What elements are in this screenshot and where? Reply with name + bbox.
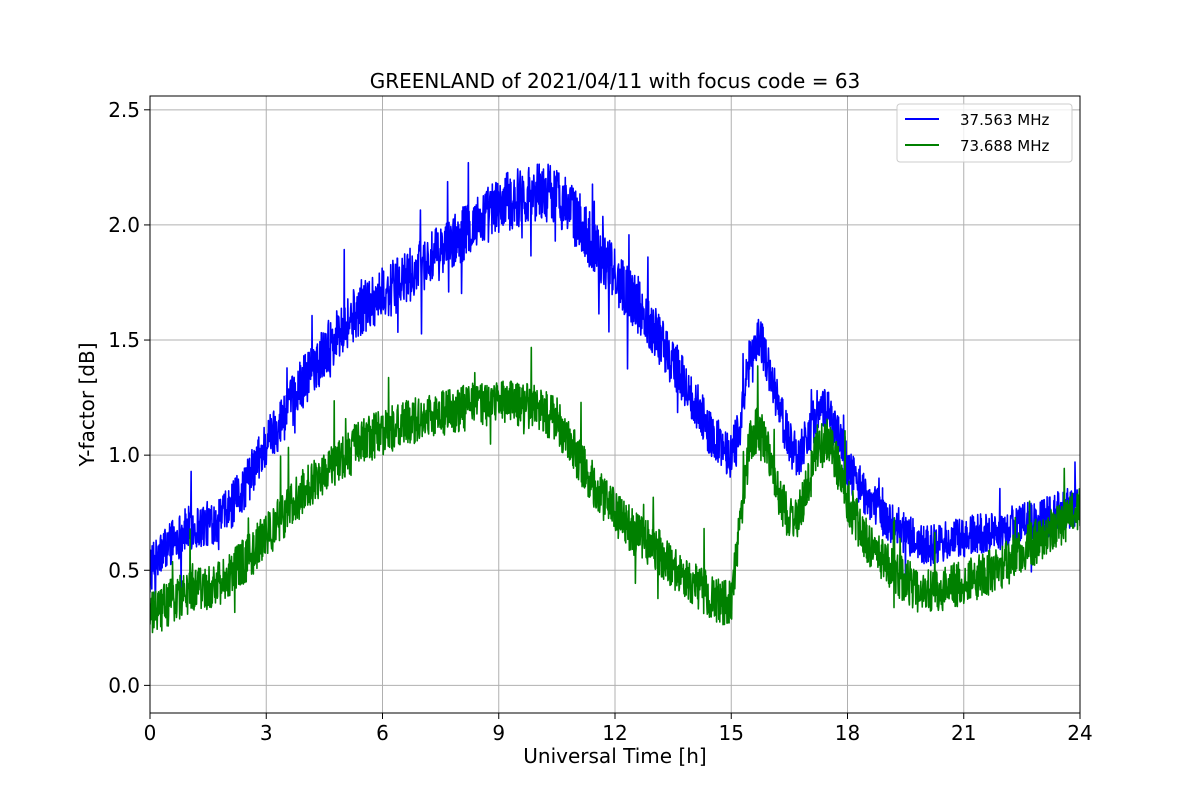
- x-tick-label: 6: [376, 721, 389, 745]
- x-tick-label: 24: [1067, 721, 1092, 745]
- y-tick-label: 2.5: [108, 98, 140, 122]
- x-tick-label: 18: [835, 721, 860, 745]
- y-tick-label: 1.5: [108, 328, 140, 352]
- legend: 37.563 MHz 73.688 MHz: [896, 103, 1073, 163]
- legend-label-73mhz: 73.688 MHz: [960, 137, 1049, 155]
- y-tick-label: 2.0: [108, 213, 140, 237]
- x-tick-label: 12: [602, 721, 627, 745]
- chart-title: GREENLAND of 2021/04/11 with focus code …: [370, 69, 861, 93]
- y-axis-label: Y-factor [dB]: [75, 342, 99, 467]
- plot-series: [150, 161, 1080, 634]
- series-line-0: [150, 161, 1080, 614]
- legend-box: [896, 103, 1073, 163]
- y-tick-label: 0.0: [108, 673, 140, 697]
- x-tick-label: 0: [144, 721, 157, 745]
- x-axis-ticks: 0 3 6 9 12 15 18 21 24: [144, 713, 1093, 745]
- y-axis-ticks: 0.0 0.5 1.0 1.5 2.0 2.5: [108, 98, 150, 697]
- series-line-1: [150, 346, 1080, 634]
- x-axis-label: Universal Time [h]: [523, 744, 706, 768]
- x-tick-label: 21: [951, 721, 976, 745]
- x-tick-label: 15: [719, 721, 744, 745]
- x-tick-label: 3: [260, 721, 273, 745]
- y-tick-label: 0.5: [108, 558, 140, 582]
- legend-label-37mhz: 37.563 MHz: [960, 111, 1049, 129]
- y-tick-label: 1.0: [108, 443, 140, 467]
- x-tick-label: 9: [492, 721, 505, 745]
